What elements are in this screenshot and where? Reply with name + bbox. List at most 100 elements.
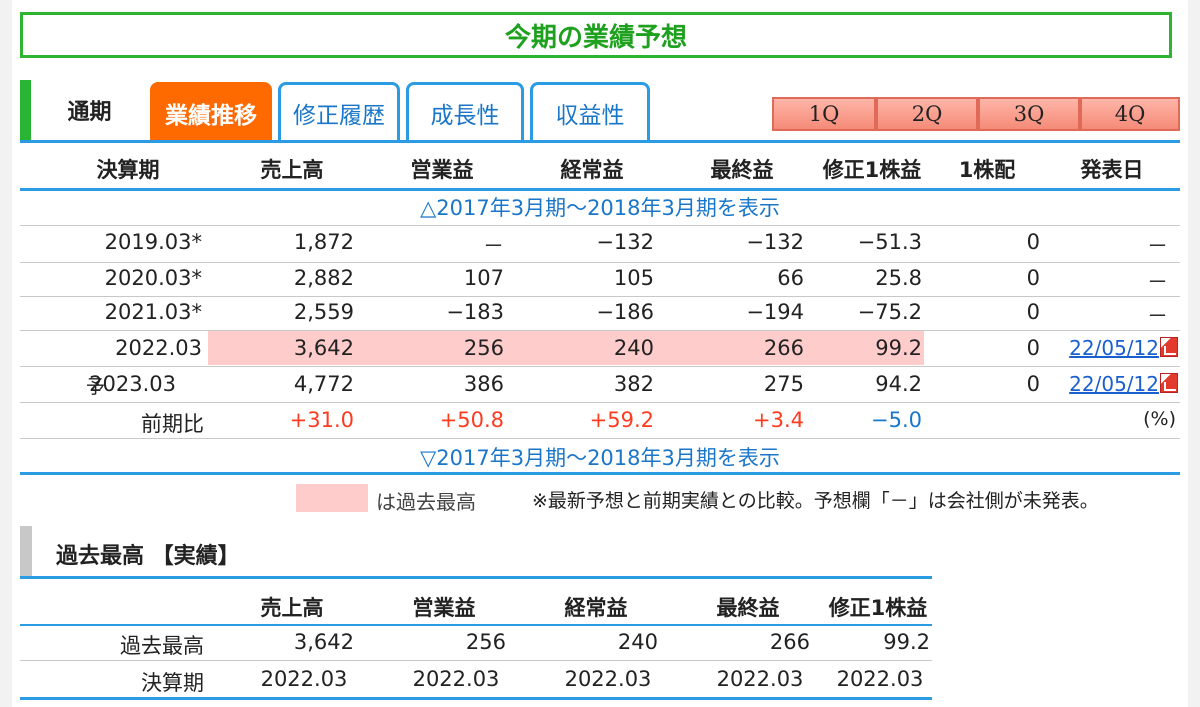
quarter-4q-button[interactable]: 4Q [1080,97,1180,131]
page-title: 今期の業績予想 [20,12,1172,58]
row-announce-date: － [1147,234,1168,258]
header-eps: 修正1株益 [822,158,922,182]
record-section-header: 過去最高 【実績】 [20,526,1180,578]
announce-date-link[interactable]: 22/05/12 [1069,336,1159,360]
record-header-sales: 売上高 [260,596,324,620]
header-net-profit: 最終益 [710,158,774,182]
record-value: 2022.03 [836,667,924,691]
row-operating-profit: −183 [446,300,504,324]
row-operating-profit: － [483,234,504,258]
row-sales: 2,559 [293,300,354,324]
row-announce-date: － [1147,304,1168,328]
quarter-3q-button[interactable]: 3Q [978,97,1080,131]
row-dividend: 0 [1026,230,1040,254]
tab-accent-bar [20,80,31,140]
tab-underline [20,140,1180,143]
yoy-unit: (%) [1143,408,1176,430]
header-announce-date: 発表日 [1080,158,1144,182]
row-ordinary-profit: −186 [596,300,654,324]
tab-performance-trend[interactable]: 業績推移 [150,82,272,140]
announce-date-link[interactable]: 22/05/12 [1069,372,1159,396]
show-older-toggle-top[interactable]: △2017年3月期～2018年3月期を表示 [420,196,780,220]
row-divider [20,402,1180,403]
tab-revision-history[interactable]: 修正履歴 [278,82,400,140]
record-value: 2022.03 [716,667,804,691]
row-divider [20,366,1180,367]
row-divider [20,296,1180,297]
record-row-label: 過去最高 [120,634,204,658]
row-operating-profit: 386 [463,372,504,396]
quarter-2q-button[interactable]: 2Q [876,97,978,131]
yoy-net-profit: +3.4 [753,408,804,432]
record-bottom-line [20,697,932,700]
row-divider [20,262,1180,263]
record-value: 2022.03 [412,667,500,691]
table-bottom-line [20,472,1180,475]
tab-row: 通期 業績推移 修正履歴 成長性 収益性 1Q 2Q 3Q 4Q [20,80,1180,140]
row-dividend: 0 [1026,266,1040,290]
row-divider [20,225,1180,226]
record-value: 2022.03 [260,667,348,691]
record-header-line [20,624,932,626]
record-value: 99.2 [883,630,930,654]
row-period: 2022.03 [115,336,202,360]
row-announce-date-cell: 22/05/12 [1052,372,1178,396]
tab-annual: 通期 [31,80,148,140]
record-row-label: 決算期 [141,671,204,695]
record-header-ordinary-profit: 経常益 [564,596,628,620]
row-net-profit: −132 [746,230,804,254]
row-divider [20,330,1180,331]
tab-profitability[interactable]: 収益性 [530,82,650,140]
row-operating-profit: 107 [463,266,504,290]
yoy-sales: +31.0 [289,408,354,432]
row-sales: 3,642 [293,336,354,360]
header-underline [20,188,1180,191]
record-value: 240 [617,630,658,654]
quarter-1q-button[interactable]: 1Q [772,97,876,131]
row-ordinary-profit: −132 [596,230,654,254]
row-dividend: 0 [1026,300,1040,324]
row-ordinary-profit: 240 [613,336,654,360]
show-older-toggle-bottom[interactable]: ▽2017年3月期～2018年3月期を表示 [420,446,780,470]
header-dividend: 1株配 [958,158,1016,182]
header-period: 決算期 [96,158,160,182]
row-operating-profit: 256 [463,336,504,360]
record-value: 3,642 [293,630,354,654]
header-sales: 売上高 [260,158,324,182]
row-eps: 99.2 [875,336,922,360]
forecast-mark: 予 [86,376,106,398]
header-operating-profit: 営業益 [410,158,474,182]
row-ordinary-profit: 382 [613,372,654,396]
page: 今期の業績予想 通期 業績推移 修正履歴 成長性 収益性 1Q 2Q 3Q 4Q… [12,0,1188,707]
record-row-divider [20,660,932,661]
row-net-profit: 275 [763,372,804,396]
row-sales: 1,872 [293,230,354,254]
record-swatch [296,484,368,512]
row-dividend: 0 [1026,336,1040,360]
row-period: 2023.03 [89,372,176,396]
yoy-eps: −5.0 [871,408,922,432]
record-value: 266 [769,630,810,654]
row-net-profit: 266 [763,336,804,360]
row-eps: −51.3 [857,230,922,254]
row-eps: 94.2 [875,372,922,396]
record-top-line [20,576,932,579]
row-net-profit: 66 [777,266,804,290]
row-announce-date-cell: 22/05/12 [1052,336,1178,360]
record-value: 256 [465,630,506,654]
tab-growth[interactable]: 成長性 [406,82,524,140]
legend-label: は過去最高 [376,490,476,514]
section-accent-bar [20,526,32,578]
record-value: 2022.03 [564,667,652,691]
row-dividend: 0 [1026,372,1040,396]
record-highlight [208,331,924,365]
header-ordinary-profit: 経常益 [560,158,624,182]
record-header-operating-profit: 営業益 [412,596,476,620]
yoy-operating-profit: +50.8 [439,408,504,432]
pdf-icon[interactable] [1160,373,1178,393]
record-header-eps: 修正1株益 [828,596,928,620]
record-header-net-profit: 最終益 [716,596,780,620]
footnote: ※最新予想と前期実績との比較。予想欄「－」は会社側が未発表。 [532,490,1099,512]
row-period: 2020.03* [104,266,202,290]
pdf-icon[interactable] [1160,337,1178,357]
